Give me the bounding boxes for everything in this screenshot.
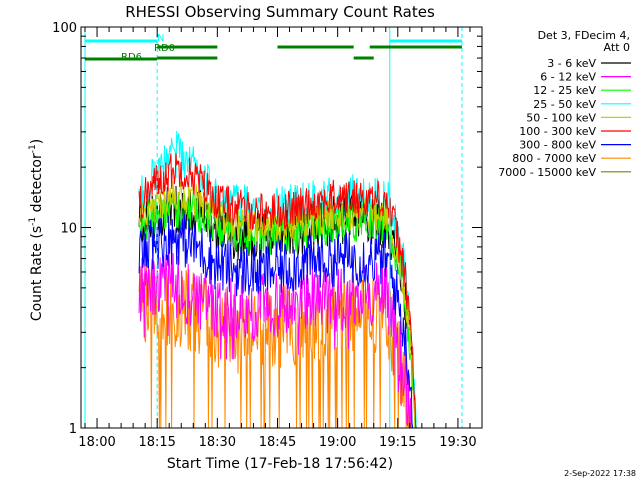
y-tick-label: 10: [60, 222, 77, 237]
series-line-1: [138, 250, 418, 429]
y-tick-label: 1: [69, 422, 77, 437]
flag-bar-1-1: [277, 45, 354, 49]
x-axis-ticks: 18:00 18:15 18:30 18:45 19:00 19:15 19:30: [78, 27, 483, 450]
flag-bar-2-0: [85, 57, 158, 61]
flag-label-2: RD6: [121, 52, 142, 63]
legend-label-8: 7000 - 15000 keV: [498, 166, 596, 179]
legend-header-line-1: Det 3, FDecim 4,: [538, 29, 630, 42]
legend-header-line-2: Att 0: [604, 41, 630, 54]
flag-bar-3-0: [157, 56, 218, 60]
x-tick-label: 18:15: [138, 435, 175, 450]
x-tick-label: 19:00: [319, 435, 356, 450]
x-tick-label: 18:00: [78, 435, 115, 450]
flag-bar-0-1: [389, 39, 462, 43]
chart-title: RHESSI Observing Summary Count Rates: [125, 3, 435, 21]
flag-label-1: RD0: [154, 43, 175, 54]
legend-label-5: 100 - 300 keV: [519, 125, 596, 138]
y-axis-label-main: Count Rate (s: [29, 226, 45, 321]
y-axis-ticks: 1 10 100: [52, 21, 482, 437]
flag-bar-1-0: [157, 45, 218, 49]
legend-label-0: 3 - 6 keV: [547, 57, 596, 70]
x-tick-label: 19:30: [439, 435, 476, 450]
x-tick-label: 19:15: [379, 435, 416, 450]
series-line-4: [138, 181, 418, 429]
series-line-5: [138, 153, 418, 429]
legend-label-7: 800 - 7000 keV: [512, 152, 596, 165]
legend-label-3: 25 - 50 keV: [533, 98, 596, 111]
x-axis-label: Start Time (17-Feb-18 17:56:42): [167, 456, 393, 472]
flag-bar-1-2: [369, 45, 462, 49]
series-line-6: [138, 213, 418, 429]
y-tick-label: 100: [52, 21, 77, 36]
legend-label-1: 6 - 12 keV: [540, 71, 596, 84]
flag-label-0: N: [157, 33, 164, 44]
series-layer: [138, 130, 418, 429]
date-stamp: 2-Sep-2022 17:38: [564, 469, 636, 478]
y-axis-label-mid: detector: [29, 153, 45, 217]
legend-label-2: 12 - 25 keV: [533, 84, 596, 97]
x-tick-label: 18:30: [199, 435, 236, 450]
x-tick-label: 18:45: [259, 435, 296, 450]
legend-label-4: 50 - 100 keV: [526, 111, 596, 124]
y-axis-label-sup1: -1: [28, 217, 38, 226]
y-axis-label: Count Rate (s-1 detector-1): [28, 139, 45, 321]
y-axis-label-sup2: -1: [28, 144, 38, 153]
legend-label-6: 300 - 800 keV: [519, 139, 596, 152]
y-axis-label-end: ): [29, 139, 45, 144]
flag-bar-3-1: [353, 56, 374, 60]
flag-bar-0-0: [85, 39, 158, 43]
